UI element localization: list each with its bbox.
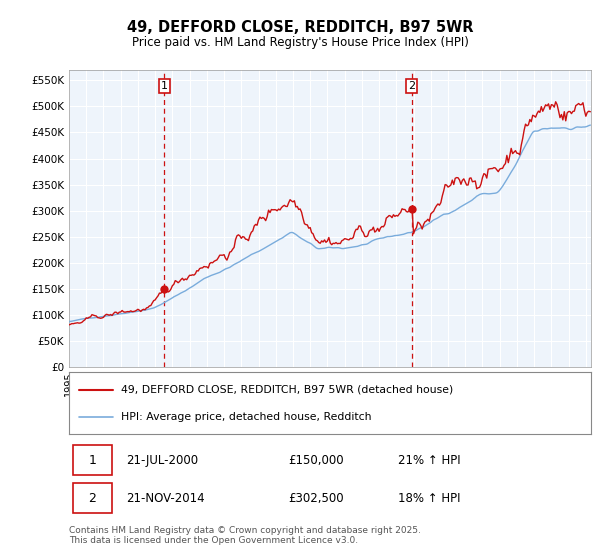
Text: Contains HM Land Registry data © Crown copyright and database right 2025.
This d: Contains HM Land Registry data © Crown c… — [69, 526, 421, 545]
Text: 2: 2 — [89, 492, 97, 505]
Text: 2: 2 — [408, 81, 415, 91]
Text: 1: 1 — [161, 81, 168, 91]
Text: 1: 1 — [89, 454, 97, 466]
Text: Price paid vs. HM Land Registry's House Price Index (HPI): Price paid vs. HM Land Registry's House … — [131, 36, 469, 49]
Text: 21-NOV-2014: 21-NOV-2014 — [127, 492, 205, 505]
Text: 49, DEFFORD CLOSE, REDDITCH, B97 5WR (detached house): 49, DEFFORD CLOSE, REDDITCH, B97 5WR (de… — [121, 385, 454, 395]
Text: £150,000: £150,000 — [288, 454, 344, 466]
Text: £302,500: £302,500 — [288, 492, 344, 505]
Text: 49, DEFFORD CLOSE, REDDITCH, B97 5WR: 49, DEFFORD CLOSE, REDDITCH, B97 5WR — [127, 20, 473, 35]
FancyBboxPatch shape — [73, 483, 112, 513]
Text: 21% ↑ HPI: 21% ↑ HPI — [398, 454, 460, 466]
Text: HPI: Average price, detached house, Redditch: HPI: Average price, detached house, Redd… — [121, 412, 372, 422]
Text: 18% ↑ HPI: 18% ↑ HPI — [398, 492, 460, 505]
Text: 21-JUL-2000: 21-JUL-2000 — [127, 454, 199, 466]
FancyBboxPatch shape — [73, 445, 112, 475]
